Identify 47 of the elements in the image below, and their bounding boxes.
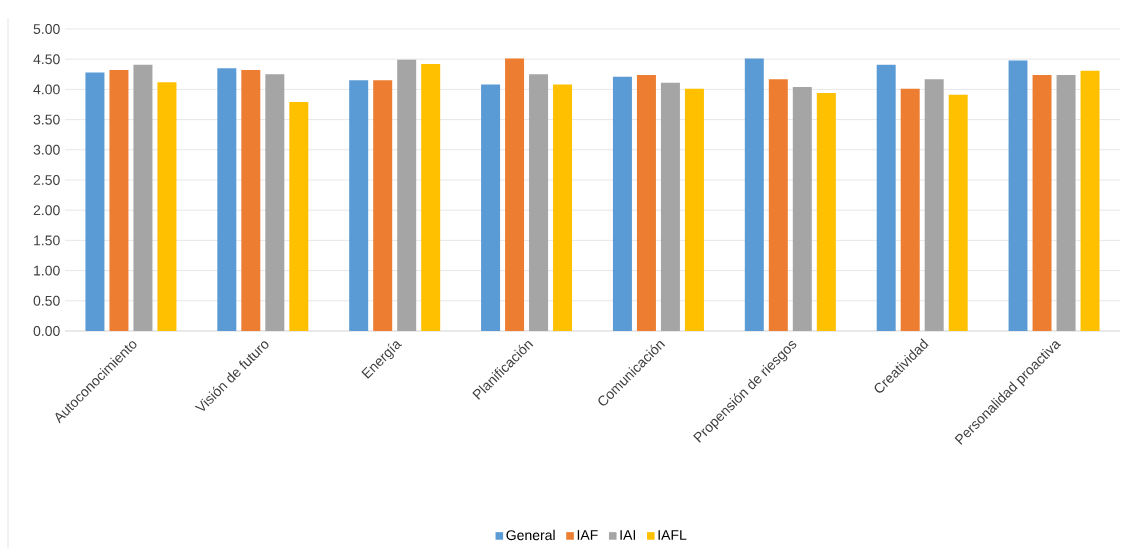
bar [529, 74, 549, 331]
bar [792, 86, 812, 331]
y-tick-label: 5.00 [33, 24, 60, 34]
bar [1032, 74, 1052, 331]
bar [349, 80, 369, 331]
bar [481, 84, 501, 331]
y-tick-label: 4.00 [33, 84, 60, 95]
bar [816, 93, 836, 331]
bar [900, 88, 920, 331]
y-tick-label: 1.50 [34, 235, 60, 246]
y-tick-label: 0.50 [33, 295, 60, 306]
legend-label: IAF [577, 530, 598, 540]
bar [1008, 60, 1028, 331]
bar [1080, 70, 1100, 331]
y-tick-label: 3.00 [33, 144, 60, 155]
bar [744, 58, 764, 331]
bar [421, 64, 441, 331]
bar [157, 82, 177, 331]
bar [217, 68, 237, 331]
bar [505, 58, 525, 331]
y-tick-label: 4.50 [33, 54, 60, 65]
bar [109, 70, 129, 331]
y-tick-label: 1.00 [34, 265, 60, 276]
legend-label: IAFL [658, 530, 687, 540]
bar [85, 72, 105, 331]
y-tick-label: 3.50 [33, 114, 60, 125]
bar [612, 76, 632, 331]
bar [397, 59, 417, 331]
y-tick-label: 2.00 [33, 205, 60, 216]
y-tick-label: 2.50 [33, 175, 60, 185]
bar [241, 70, 261, 331]
bar [876, 64, 896, 331]
bar [684, 88, 704, 331]
legend-label: General [506, 529, 555, 541]
bar [948, 94, 968, 331]
y-tick-label: 0.00 [33, 326, 60, 336]
bar [1056, 74, 1076, 331]
bar [289, 102, 309, 331]
bar [265, 74, 285, 331]
bar [373, 80, 393, 331]
bar [924, 79, 944, 331]
legend-label: IAI [620, 530, 636, 540]
bar [133, 64, 153, 331]
bar [660, 82, 680, 331]
bar [768, 79, 788, 331]
bar [636, 74, 656, 331]
bar [553, 84, 573, 331]
